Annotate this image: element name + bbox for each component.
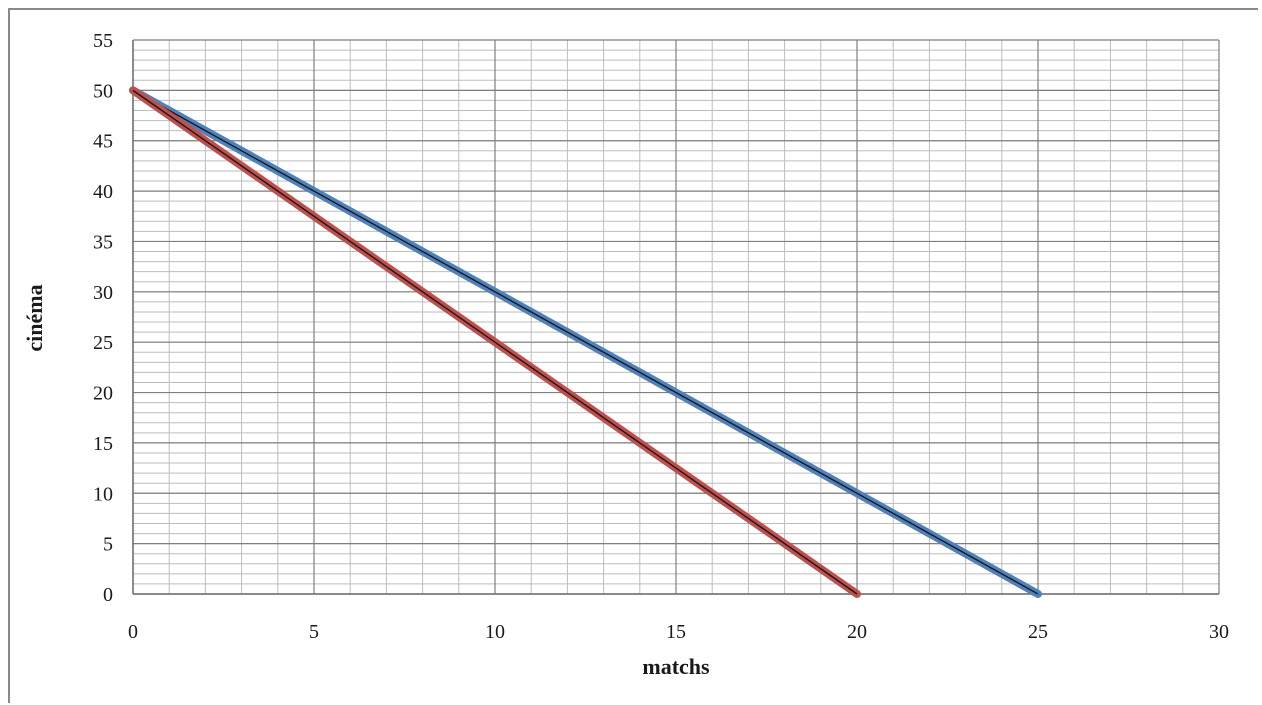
x-tick-label: 15 — [666, 621, 686, 643]
y-tick-label: 50 — [93, 80, 113, 102]
x-tick-label: 5 — [309, 621, 319, 643]
y-tick-label: 35 — [93, 231, 113, 253]
x-axis-title: matchs — [642, 654, 710, 679]
x-tick-label: 25 — [1028, 621, 1048, 643]
chart-frame — [8, 8, 1258, 703]
x-tick-label: 20 — [847, 621, 867, 643]
y-tick-label: 30 — [93, 282, 113, 304]
y-tick-label: 15 — [93, 433, 113, 455]
y-tick-label: 40 — [93, 181, 113, 203]
y-tick-label: 55 — [93, 30, 113, 52]
series-1-center-line — [132, 89, 1039, 595]
x-tick-label: 30 — [1209, 621, 1229, 643]
y-axis-title: cinéma — [22, 284, 47, 351]
y-tick-label: 20 — [93, 383, 113, 405]
x-tick-label: 10 — [485, 621, 505, 643]
y-tick-label: 5 — [103, 534, 113, 556]
y-tick-label: 0 — [103, 584, 113, 606]
y-tick-labels: 0 5 10 15 20 25 30 35 40 45 50 55 — [93, 30, 113, 606]
series-layer — [129, 86, 1042, 598]
series-2-center-line — [132, 89, 858, 595]
y-tick-label: 10 — [93, 483, 113, 505]
y-tick-label: 25 — [93, 332, 113, 354]
x-tick-labels: 0 5 10 15 20 25 30 — [128, 621, 1229, 643]
y-tick-label: 45 — [93, 131, 113, 153]
x-tick-label: 0 — [128, 621, 138, 643]
major-gridlines — [132, 39, 1220, 595]
